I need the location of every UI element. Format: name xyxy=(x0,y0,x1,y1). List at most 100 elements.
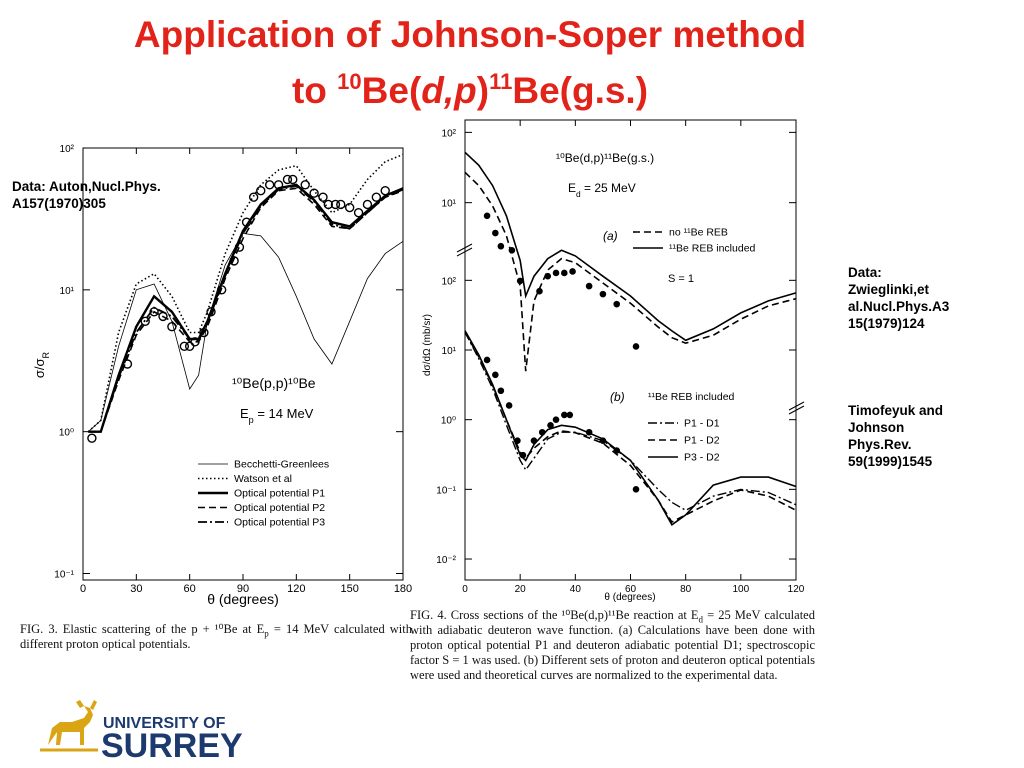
legend-label: ¹¹Be REB included xyxy=(669,243,756,255)
panel-label: (a) xyxy=(603,229,618,243)
data-point xyxy=(530,437,538,444)
data-point xyxy=(344,202,355,213)
data-point xyxy=(248,192,259,202)
caption-sub: d xyxy=(698,614,704,625)
note-line: A157(1970)305 xyxy=(12,196,106,211)
y-tick-label: 10⁰ xyxy=(441,416,456,427)
data-point xyxy=(158,311,168,322)
data-point xyxy=(264,180,275,190)
data-point xyxy=(569,268,576,275)
data-point xyxy=(229,256,239,266)
annotation: ¹⁰Be(d,p)¹¹Be(g.s.) xyxy=(556,151,654,165)
data-point xyxy=(362,199,373,210)
annotation-main: E xyxy=(568,181,576,195)
data-point xyxy=(505,402,513,409)
data-point xyxy=(288,174,298,185)
data-point xyxy=(613,300,621,308)
data-point xyxy=(256,185,266,196)
title-line1: Application of Johnson-Soper method xyxy=(133,14,807,55)
data-point xyxy=(167,321,177,332)
curve xyxy=(88,232,404,432)
caption-text: = 14 MeV calculated with different proto… xyxy=(20,622,412,651)
y-axis-label: σ/σR xyxy=(32,351,51,378)
data-point xyxy=(140,316,150,327)
y-tick-label: 10¹ xyxy=(60,286,75,297)
caption: FIG. 4. Cross sections of the ¹⁰Be(d,p)¹… xyxy=(410,608,815,683)
data-point xyxy=(483,356,491,364)
curve xyxy=(464,331,797,512)
annotation-main: E xyxy=(240,406,249,421)
data-point xyxy=(216,285,227,295)
caption: FIG. 3. Elastic scattering of the p + ¹⁰… xyxy=(20,622,412,652)
logo-icon xyxy=(48,700,97,745)
title-sup: 10 xyxy=(337,69,362,94)
data-point xyxy=(599,290,607,298)
data-point xyxy=(632,343,640,350)
y-axis-label: dσ/dΩ (mb/sr) xyxy=(422,314,433,376)
y-tick-label: 10² xyxy=(442,128,457,139)
annotation: Ep = 14 MeV xyxy=(240,406,314,425)
note-line: Johnson xyxy=(848,420,905,435)
note-line: Data: xyxy=(848,265,882,280)
data-point xyxy=(516,277,524,285)
caption-sub: p xyxy=(264,628,269,639)
legend-label: no ¹¹Be REB xyxy=(669,227,728,239)
annotation: Ed = 25 MeV xyxy=(568,181,636,199)
data-point xyxy=(547,422,554,429)
data-point xyxy=(538,428,546,436)
y-tick-label: 10¹ xyxy=(442,199,457,210)
annotation-sub: p xyxy=(249,415,254,425)
data-point xyxy=(632,486,640,493)
annotation-rest: = 25 MeV xyxy=(581,181,636,195)
x-tick-label: 60 xyxy=(184,583,196,595)
x-tick-label: 0 xyxy=(80,583,86,595)
data-point xyxy=(184,341,195,351)
legend-label: Optical potential P2 xyxy=(234,502,325,514)
data-point xyxy=(122,359,133,369)
note-line: Data: Auton,Nucl.Phys. xyxy=(12,179,161,194)
data-point xyxy=(613,447,621,454)
y-tick-label: 10⁻¹ xyxy=(54,570,74,581)
title-part: Be(g.s.) xyxy=(512,70,649,111)
data-point xyxy=(87,433,97,443)
data-point xyxy=(566,411,574,419)
note-right: Timofeyuk and Johnson Phys.Rev. 59(1999)… xyxy=(848,402,943,470)
note-line: Timofeyuk and xyxy=(848,403,944,418)
panel-label: (b) xyxy=(610,390,625,404)
legend-label: P1 - D1 xyxy=(684,418,720,430)
title-part: ) xyxy=(476,70,490,111)
data-point xyxy=(492,229,499,237)
note-right: Data: Zwieglinki,et al.Nucl.Phys.A3 15(1… xyxy=(848,264,949,332)
data-point xyxy=(149,307,159,317)
title-part: to xyxy=(291,70,338,111)
data-point xyxy=(561,411,568,419)
annotation: ¹⁰Be(p,p)¹⁰Be xyxy=(232,375,316,391)
curve xyxy=(464,331,797,524)
note-line: 15(1979)124 xyxy=(848,316,925,331)
data-point xyxy=(318,192,328,202)
note-line: Phys.Rev. xyxy=(848,437,912,452)
data-point xyxy=(380,185,390,196)
axis-breaks xyxy=(456,243,805,415)
y-tick-label: 10¹ xyxy=(442,346,457,357)
data-point xyxy=(585,282,593,290)
data-point xyxy=(179,341,190,351)
annotation-rest: = 14 MeV xyxy=(254,406,314,421)
x-tick-label: 60 xyxy=(625,584,637,595)
legend-label: Watson et al xyxy=(234,473,292,485)
logo-line2: SURREY xyxy=(101,727,243,765)
data-point xyxy=(273,180,284,190)
annotation: S = 1 xyxy=(668,273,694,285)
x-tick-label: 40 xyxy=(570,584,582,595)
data-point xyxy=(323,199,334,210)
curve xyxy=(464,330,797,526)
x-axis-label: θ (degrees) xyxy=(604,592,655,603)
caption-text: = 25 MeV calculated with adiabatic deute… xyxy=(410,608,815,682)
legend-label: Becchetti-Greenlees xyxy=(234,459,329,471)
y-tick-label: 10⁻² xyxy=(436,555,456,566)
data-point xyxy=(552,416,560,423)
title-sup: 11 xyxy=(489,69,513,94)
legend-label: P1 - D2 xyxy=(684,435,720,447)
data-point xyxy=(309,188,319,198)
